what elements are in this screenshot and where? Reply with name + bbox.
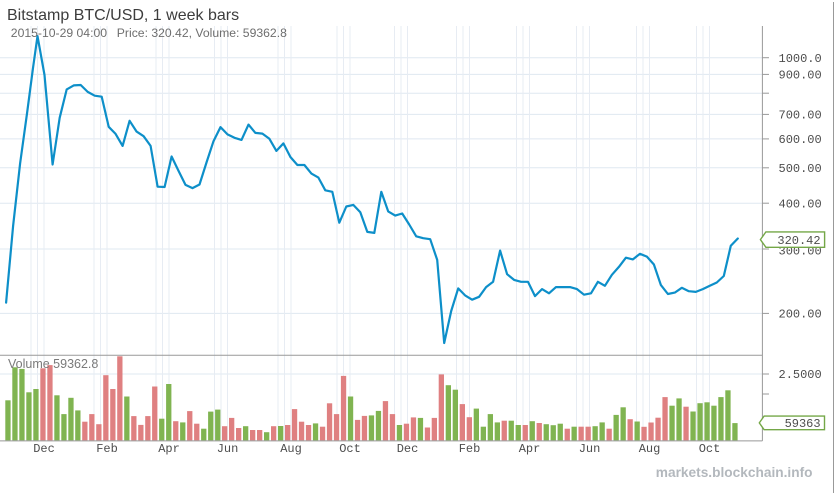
svg-text:Oct: Oct [339, 442, 361, 456]
svg-text:200.00: 200.00 [779, 308, 822, 322]
svg-text:Bitstamp BTC/USD, 1 week bars: Bitstamp BTC/USD, 1 week bars [7, 7, 239, 24]
svg-text:Jun: Jun [217, 442, 239, 456]
svg-text:Dec: Dec [33, 442, 55, 456]
svg-text:Aug: Aug [639, 442, 661, 456]
svg-text:500.00: 500.00 [779, 162, 822, 176]
svg-text:2.5000: 2.5000 [779, 368, 822, 382]
svg-text:Feb: Feb [96, 442, 118, 456]
svg-text:900.00: 900.00 [779, 69, 822, 83]
svg-text:Volume 59362.8: Volume 59362.8 [8, 357, 98, 371]
svg-text:400.00: 400.00 [779, 197, 822, 211]
svg-text:Apr: Apr [158, 442, 180, 456]
svg-text:2015-10-29 04:00: 2015-10-29 04:00 [11, 26, 107, 40]
svg-text:59363: 59363 [785, 417, 821, 431]
svg-text:Dec: Dec [397, 442, 419, 456]
svg-text:1000.0: 1000.0 [779, 52, 822, 66]
svg-text:Jun: Jun [579, 442, 601, 456]
svg-text:Feb: Feb [459, 442, 481, 456]
svg-text:Price: 320.42, Volume: 59362.8: Price: 320.42, Volume: 59362.8 [117, 26, 287, 40]
svg-text:Aug: Aug [280, 442, 302, 456]
svg-text:300.00: 300.00 [779, 245, 822, 259]
svg-text:600.00: 600.00 [779, 133, 822, 147]
svg-text:Apr: Apr [519, 442, 541, 456]
svg-text:Oct: Oct [699, 442, 721, 456]
svg-text:markets.blockchain.info: markets.blockchain.info [656, 465, 813, 480]
svg-text:700.00: 700.00 [779, 109, 822, 123]
svg-text:320.42: 320.42 [777, 234, 820, 248]
